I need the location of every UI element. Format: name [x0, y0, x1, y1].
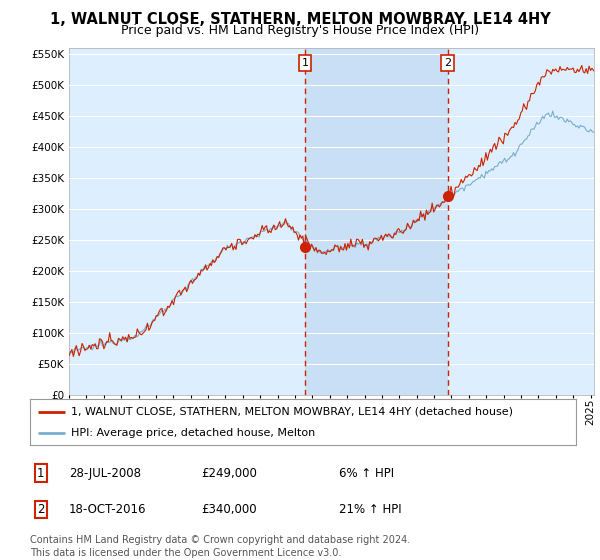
Text: 18-OCT-2016: 18-OCT-2016	[69, 503, 146, 516]
Text: 1, WALNUT CLOSE, STATHERN, MELTON MOWBRAY, LE14 4HY (detached house): 1, WALNUT CLOSE, STATHERN, MELTON MOWBRA…	[71, 407, 513, 417]
Text: Contains HM Land Registry data © Crown copyright and database right 2024.
This d: Contains HM Land Registry data © Crown c…	[30, 535, 410, 558]
Text: 1: 1	[37, 466, 44, 480]
Text: 1: 1	[301, 58, 308, 68]
Text: HPI: Average price, detached house, Melton: HPI: Average price, detached house, Melt…	[71, 428, 315, 438]
Text: 21% ↑ HPI: 21% ↑ HPI	[339, 503, 401, 516]
Text: 28-JUL-2008: 28-JUL-2008	[69, 466, 141, 480]
Text: 2: 2	[444, 58, 451, 68]
Bar	[305, 48, 448, 395]
Text: Price paid vs. HM Land Registry's House Price Index (HPI): Price paid vs. HM Land Registry's House …	[121, 24, 479, 36]
Text: £249,000: £249,000	[201, 466, 257, 480]
Text: £340,000: £340,000	[201, 503, 257, 516]
Text: 1, WALNUT CLOSE, STATHERN, MELTON MOWBRAY, LE14 4HY: 1, WALNUT CLOSE, STATHERN, MELTON MOWBRA…	[50, 12, 550, 27]
Text: 2: 2	[37, 503, 44, 516]
Text: 6% ↑ HPI: 6% ↑ HPI	[339, 466, 394, 480]
